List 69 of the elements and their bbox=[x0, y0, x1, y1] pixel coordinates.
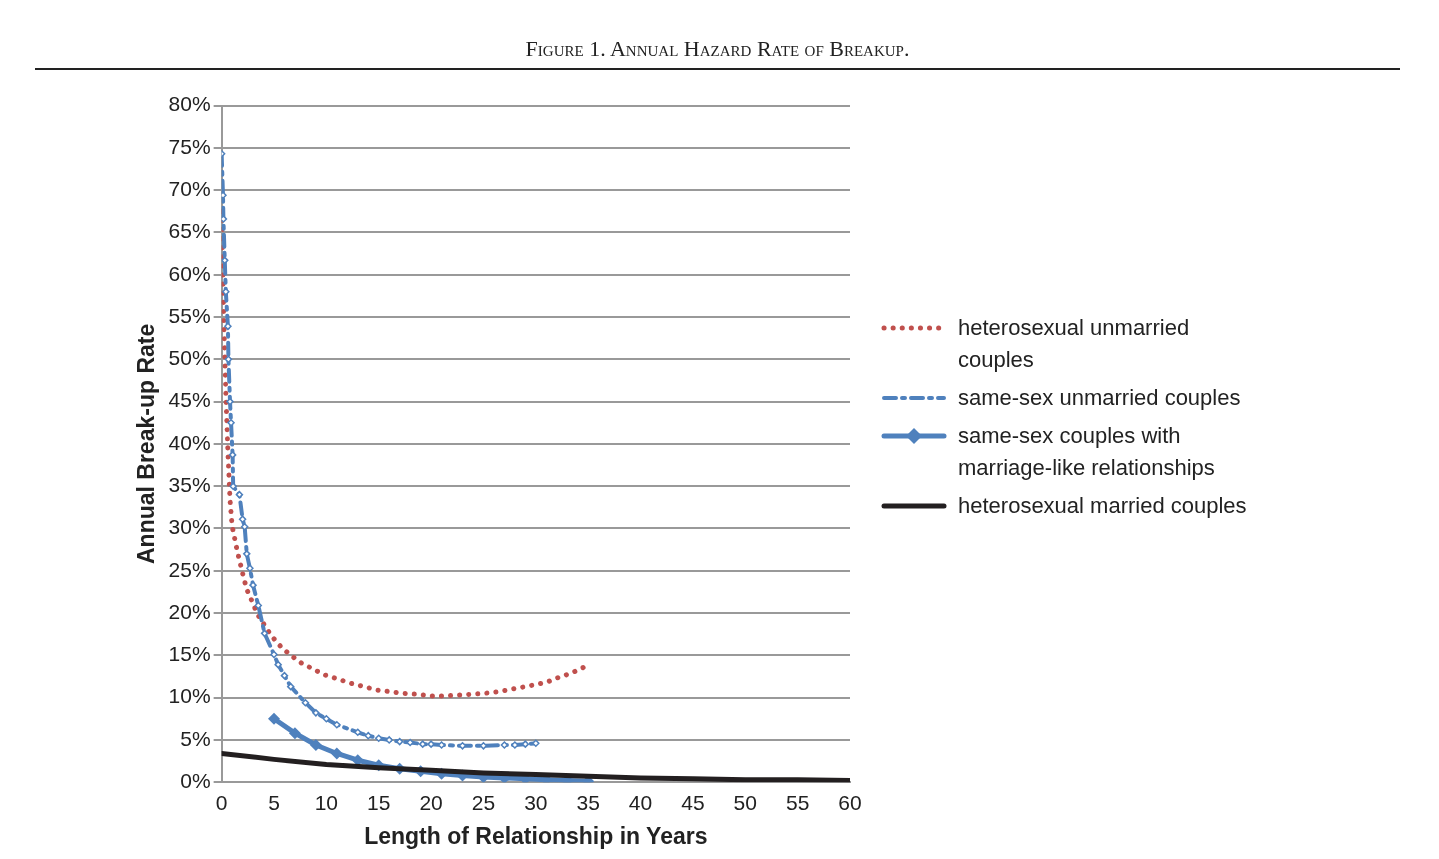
x-tick-label: 55 bbox=[785, 790, 810, 814]
point bbox=[333, 720, 341, 729]
point bbox=[374, 734, 383, 742]
point bbox=[221, 215, 228, 223]
point bbox=[301, 698, 310, 707]
point bbox=[238, 515, 247, 523]
x-tick-label: 60 bbox=[838, 790, 862, 814]
y-tick-label: 80% bbox=[168, 92, 211, 116]
y-tick-label: 0% bbox=[180, 769, 211, 792]
point bbox=[270, 650, 278, 659]
x-tick-label: 50 bbox=[733, 790, 757, 814]
x-tick-label: 20 bbox=[419, 790, 443, 814]
x-tick-label: 5 bbox=[268, 790, 280, 814]
x-tick-label: 25 bbox=[471, 790, 496, 814]
point bbox=[288, 727, 301, 740]
point bbox=[221, 191, 227, 199]
point bbox=[385, 736, 393, 744]
y-tick-label: 5% bbox=[180, 726, 211, 750]
point bbox=[406, 738, 414, 747]
point bbox=[437, 741, 446, 749]
y-tick-label: 45% bbox=[168, 388, 211, 412]
point bbox=[312, 709, 320, 717]
x-tick-label: 10 bbox=[314, 790, 339, 814]
point bbox=[532, 739, 540, 748]
point bbox=[227, 419, 235, 427]
y-tick-label: 40% bbox=[168, 430, 211, 454]
point bbox=[260, 629, 269, 638]
x-tick-label: 0 bbox=[215, 790, 228, 814]
y-axis-title: Annual Break-up Rate bbox=[133, 323, 160, 565]
x-tick-label: 30 bbox=[524, 790, 548, 814]
point bbox=[235, 490, 244, 499]
point bbox=[274, 660, 282, 669]
point bbox=[243, 550, 251, 558]
y-tick-label: 50% bbox=[168, 346, 211, 370]
x-tick-label: 15 bbox=[367, 790, 391, 814]
x-tick-label: 40 bbox=[628, 790, 653, 814]
point bbox=[249, 581, 257, 589]
y-tick-label: 55% bbox=[168, 303, 211, 327]
y-tick-label: 70% bbox=[168, 176, 211, 200]
legend-label: same-sex unmarried couples bbox=[958, 384, 1242, 412]
point bbox=[224, 322, 232, 331]
x-tick-label: 35 bbox=[576, 790, 600, 814]
point bbox=[354, 728, 362, 737]
y-tick-label: 10% bbox=[168, 684, 211, 708]
point bbox=[228, 451, 237, 459]
y-tick-label: 30% bbox=[168, 515, 211, 539]
chart-title: Figure 1. Annual Hazard Rate of Breakup. bbox=[35, 36, 1400, 70]
legend-label: heterosexual married couples bbox=[958, 492, 1248, 520]
y-tick-label: 35% bbox=[168, 472, 211, 496]
point bbox=[521, 740, 530, 748]
point bbox=[246, 564, 254, 572]
y-tick-label: 25% bbox=[168, 557, 211, 581]
point bbox=[280, 671, 289, 680]
point bbox=[330, 747, 343, 760]
y-tick-label: 20% bbox=[168, 599, 211, 623]
x-tick-label: 45 bbox=[681, 790, 705, 814]
point bbox=[287, 682, 295, 691]
point bbox=[511, 741, 519, 749]
point bbox=[364, 731, 372, 740]
point bbox=[418, 740, 427, 748]
y-tick-label: 60% bbox=[168, 261, 211, 285]
x-axis-title: Length of Relationship in Years bbox=[364, 822, 708, 849]
y-tick-label: 65% bbox=[168, 219, 211, 243]
point bbox=[268, 712, 280, 725]
y-tick-label: 15% bbox=[168, 642, 211, 666]
point bbox=[309, 738, 322, 751]
y-tick-label: 75% bbox=[168, 134, 211, 158]
point bbox=[427, 740, 435, 748]
point bbox=[322, 715, 331, 723]
